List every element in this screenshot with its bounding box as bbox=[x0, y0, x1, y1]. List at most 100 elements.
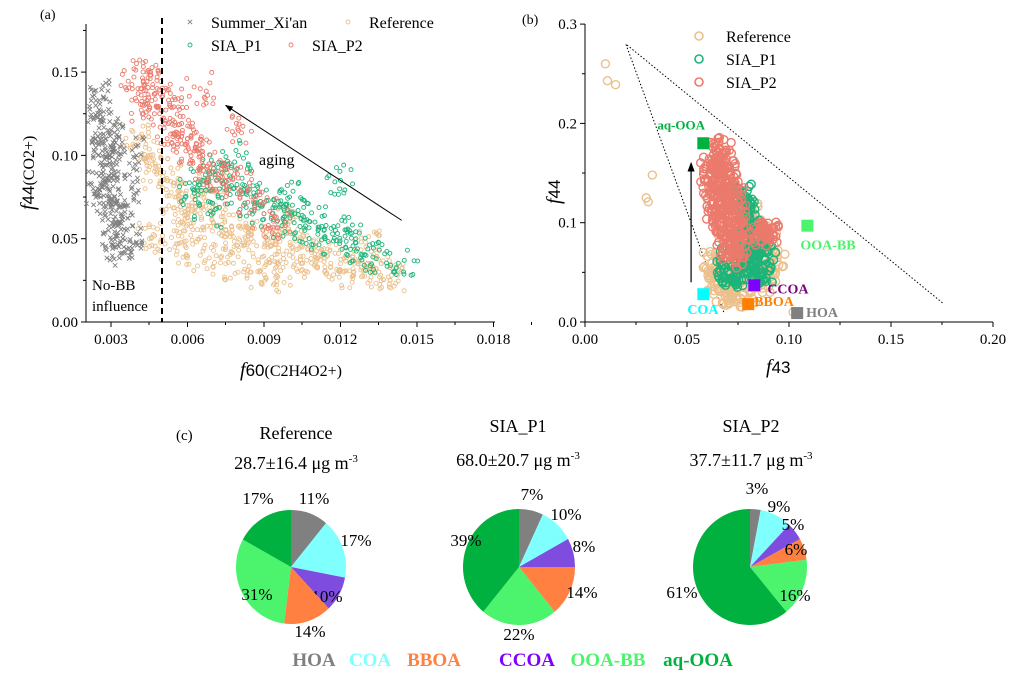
data-point bbox=[269, 214, 274, 219]
data-point bbox=[271, 202, 277, 208]
data-point bbox=[146, 107, 151, 113]
pie-label: 6% bbox=[785, 540, 808, 559]
data-point bbox=[304, 200, 310, 206]
data-point bbox=[172, 211, 178, 217]
data-point bbox=[218, 214, 224, 220]
data-point bbox=[127, 172, 133, 178]
data-point bbox=[241, 202, 247, 208]
data-point bbox=[321, 246, 327, 252]
data-point bbox=[128, 110, 134, 116]
data-point bbox=[180, 113, 186, 119]
data-point bbox=[116, 255, 122, 261]
data-point bbox=[118, 211, 124, 217]
data-point bbox=[106, 111, 112, 117]
data-point bbox=[278, 201, 284, 207]
pie-label: 10% bbox=[550, 505, 581, 524]
data-point bbox=[289, 202, 295, 208]
data-point bbox=[169, 234, 174, 240]
x-tick-label: 0.10 bbox=[776, 332, 802, 348]
data-point bbox=[321, 259, 327, 264]
data-point bbox=[262, 199, 268, 205]
data-point bbox=[177, 176, 183, 182]
data-point bbox=[113, 157, 119, 163]
data-point bbox=[122, 197, 128, 203]
data-point bbox=[156, 163, 162, 169]
data-point bbox=[212, 149, 218, 155]
x-tick-label: 0.003 bbox=[94, 332, 128, 348]
data-point bbox=[167, 90, 173, 96]
data-point bbox=[213, 253, 219, 259]
data-point bbox=[130, 129, 136, 135]
factor-label: COA bbox=[687, 303, 719, 318]
pie-mass: 28.7±16.4 μg m-3 bbox=[234, 453, 358, 473]
data-point bbox=[230, 186, 236, 192]
data-point bbox=[248, 194, 254, 200]
data-point bbox=[112, 193, 118, 199]
factor-marker bbox=[791, 307, 804, 320]
data-point bbox=[222, 247, 228, 253]
data-point bbox=[243, 140, 249, 146]
data-point bbox=[152, 161, 158, 167]
data-point bbox=[212, 170, 218, 176]
data-point bbox=[229, 223, 235, 229]
data-point bbox=[350, 253, 356, 259]
data-point bbox=[117, 218, 123, 224]
data-point bbox=[166, 87, 171, 92]
data-point bbox=[210, 101, 216, 107]
data-point bbox=[140, 102, 146, 108]
data-point bbox=[229, 129, 235, 135]
data-point bbox=[274, 282, 280, 288]
data-point bbox=[86, 169, 92, 175]
data-point bbox=[253, 194, 259, 200]
data-point bbox=[250, 223, 256, 229]
data-point bbox=[338, 256, 344, 262]
data-point bbox=[386, 284, 392, 290]
data-point bbox=[284, 183, 290, 188]
data-point bbox=[273, 242, 279, 247]
data-point bbox=[241, 259, 247, 265]
data-point bbox=[339, 285, 345, 291]
data-point bbox=[154, 134, 160, 140]
data-point bbox=[327, 247, 333, 253]
data-point bbox=[240, 123, 246, 129]
data-point bbox=[321, 234, 327, 240]
data-point bbox=[160, 233, 166, 239]
data-point bbox=[268, 244, 274, 249]
data-point bbox=[279, 223, 285, 229]
data-point bbox=[211, 95, 217, 101]
data-point bbox=[102, 136, 108, 142]
data-point bbox=[104, 193, 110, 199]
data-point bbox=[241, 155, 246, 161]
data-point bbox=[249, 128, 254, 134]
data-point bbox=[197, 86, 203, 92]
data-point bbox=[294, 247, 300, 252]
data-point bbox=[152, 90, 158, 96]
data-point bbox=[360, 273, 366, 279]
data-point bbox=[339, 282, 344, 288]
data-point bbox=[235, 165, 240, 171]
data-point bbox=[116, 186, 122, 192]
data-point bbox=[225, 177, 231, 183]
data-point bbox=[226, 184, 232, 190]
data-point bbox=[139, 238, 145, 244]
data-point bbox=[358, 267, 364, 273]
data-point bbox=[163, 107, 169, 113]
data-point bbox=[177, 230, 182, 235]
data-point bbox=[301, 274, 307, 280]
data-point bbox=[141, 88, 147, 94]
data-point bbox=[283, 260, 289, 266]
data-point bbox=[185, 144, 191, 150]
data-point bbox=[173, 252, 179, 258]
legend-HOA: HOA bbox=[292, 650, 336, 671]
data-point bbox=[112, 221, 118, 227]
data-point bbox=[408, 272, 414, 278]
data-point bbox=[97, 136, 103, 142]
data-point bbox=[129, 118, 135, 124]
data-point bbox=[149, 65, 155, 71]
data-point bbox=[290, 244, 296, 250]
data-point bbox=[135, 86, 141, 92]
data-point bbox=[164, 176, 170, 181]
data-point bbox=[175, 188, 181, 194]
data-point bbox=[323, 204, 328, 210]
